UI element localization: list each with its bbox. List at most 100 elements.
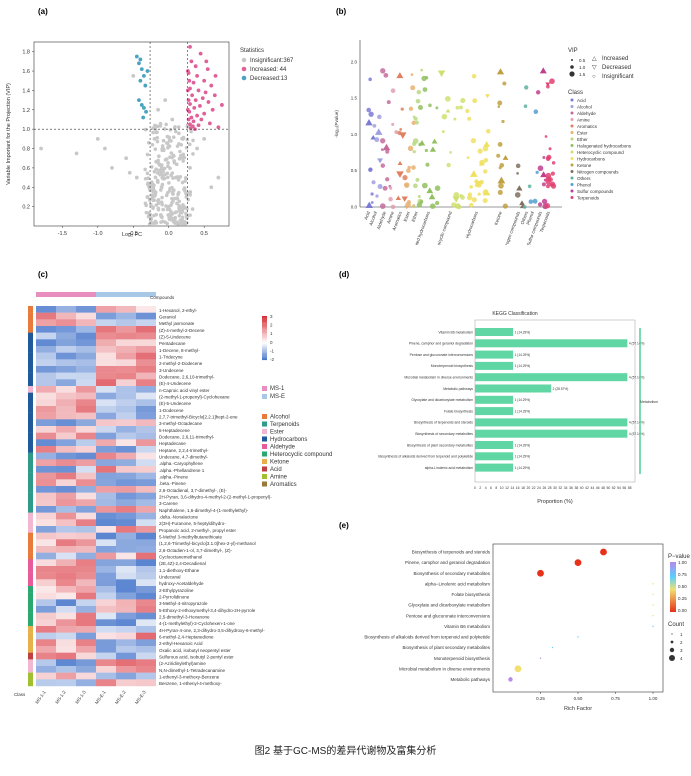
b-point-insignificant [416, 89, 422, 95]
c-heatmap-cell [116, 552, 136, 560]
b-point-increased [496, 68, 505, 75]
panel-a-label: (a) [38, 7, 48, 16]
c-heatmap-cell [56, 399, 76, 407]
b-point-insignificant [408, 106, 414, 111]
b-class-dot [570, 131, 574, 134]
b-class-dot [570, 137, 574, 141]
e-pval-tick: 1.00 [678, 560, 687, 565]
c-heatmap-cell [96, 419, 116, 427]
b-point-insignificant [449, 150, 452, 154]
a-xtick-label: -1.0 [93, 231, 102, 237]
a-ytick-label: 1.0 [22, 127, 30, 133]
a-point-insignificant [170, 216, 175, 221]
panel-e-count-title: Count [668, 622, 684, 628]
c-heatmap-cell [136, 466, 156, 473]
c-heatmap-cell [56, 646, 76, 653]
b-point-insignificant [455, 105, 460, 110]
a-point-insignificant [162, 166, 167, 171]
c-heatmap-cell [76, 526, 96, 533]
b-point-insignificant [476, 182, 482, 188]
a-point [137, 61, 141, 66]
c-heatmap-cell [76, 492, 96, 500]
a-point [139, 103, 144, 107]
a-point-insignificant [146, 176, 151, 181]
c-heatmap-cell [116, 519, 136, 527]
panel-b-yticks: 0.0 0.5 1.0 1.5 2.0 [351, 59, 358, 209]
c-heatmap-cell [76, 439, 96, 447]
b-point-insignificant [528, 199, 534, 204]
c-class-cell [28, 652, 33, 660]
c-heatmap-cell [56, 359, 76, 367]
d-bar-name: Pentose and glucuronate interconversions [410, 353, 474, 357]
c-heatmap-cell [56, 586, 76, 593]
c-heatmap-cell [136, 619, 156, 627]
c-heatmap-cell [36, 552, 56, 560]
a-point [145, 195, 150, 199]
c-scale-step [262, 335, 267, 337]
c-heatmap-cell [116, 666, 136, 673]
c-row-label: 2,6-Octadienal, 3,7-dimethyl-, (E)- [159, 488, 227, 493]
b-point-insignificant [545, 156, 551, 161]
c-heatmap-cell [56, 499, 76, 507]
c-group-swatch [262, 386, 267, 391]
c-heatmap-cell [136, 672, 156, 680]
a-point [210, 107, 215, 112]
c-heatmap-cell [56, 572, 76, 580]
c-row-label: Oxalic acid, isobutyl neopentyl ester [159, 648, 231, 653]
a-point-insignificant [144, 203, 148, 208]
c-heatmap-cell [76, 672, 96, 680]
b-point-insignificant [424, 148, 428, 153]
c-row-label: .alpha.-Pinene [159, 475, 189, 480]
b-class-label: Terpenoids [577, 195, 600, 200]
c-row-label: (2-Aziridinylethyl)amine [159, 661, 206, 666]
b-point-decreased [452, 196, 460, 203]
c-heatmap-cell [36, 392, 56, 400]
panel-e-xlabel: Rich Factor [564, 706, 592, 712]
d-bar [475, 441, 514, 449]
c-class-cell [28, 326, 33, 333]
c-row-label: .alpha.-Caryophyllene [159, 461, 203, 466]
b-point-insignificant [368, 77, 372, 82]
d-xtick-label: 12 [505, 486, 509, 490]
e-term-dot [577, 636, 579, 638]
a-point-insignificant [165, 207, 170, 212]
e-count-dot [670, 640, 674, 644]
c-heatmap-cell [76, 446, 96, 453]
a-point [127, 170, 132, 175]
b-point-insignificant [482, 198, 488, 204]
c-heatmap-cell [96, 319, 116, 327]
c-scale-label: 1 [270, 331, 273, 336]
d-xtick-label: 14 [510, 486, 514, 490]
b-point-insignificant [389, 186, 393, 190]
a-point-insignificant [160, 176, 165, 180]
c-heatmap-cell [96, 679, 116, 687]
a-point [195, 113, 199, 118]
c-class-cell [28, 346, 33, 353]
c-scale-step [262, 316, 267, 318]
c-heatmap-cell [116, 472, 136, 480]
c-heatmap-cell [36, 486, 56, 493]
c-heatmap-cell [36, 646, 56, 653]
c-heatmap-cell [96, 506, 116, 513]
c-heatmap-cell [96, 579, 116, 587]
panel-e-label: (e) [339, 521, 349, 530]
c-heatmap-cell [116, 659, 136, 667]
a-xtick-label: -1.5 [58, 231, 67, 237]
a-point-insignificant [173, 210, 177, 215]
panel-c-sample-labels: MS-1-1 MS-1-2 MS-1-3 MS-E-1 MS-E-2 MS-E-3 [34, 689, 147, 705]
d-bar [475, 373, 628, 382]
a-point-insignificant [173, 125, 177, 129]
c-heatmap-cell [56, 659, 76, 667]
b-point-insignificant [472, 98, 478, 104]
a-point-insignificant [167, 135, 172, 140]
a-point-insignificant [159, 214, 163, 218]
c-heatmap-cell [56, 412, 76, 420]
c-heatmap-cell [96, 406, 116, 413]
c-scale-step [262, 328, 267, 330]
c-heatmap-cell [116, 372, 136, 380]
b-point-increased [374, 128, 383, 135]
c-scale-step [262, 352, 267, 354]
c-heatmap-cell [36, 379, 56, 387]
